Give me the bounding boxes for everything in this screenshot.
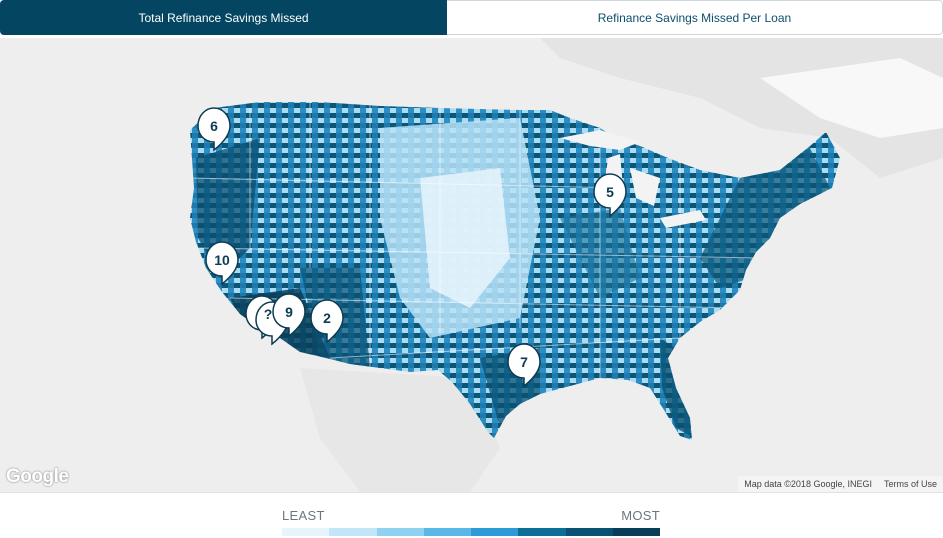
map-pin-7[interactable]: 7 (507, 343, 541, 388)
map-viewport[interactable]: 6 5 10 ? 9 2 7 Google Map data ©2018 (0, 38, 943, 492)
legend-most-label: MOST (621, 508, 660, 523)
section-divider (0, 492, 943, 493)
legend-swatch-3 (376, 528, 424, 536)
legend-swatch-1 (282, 528, 330, 536)
map-data-credit: Map data ©2018 Google, INEGI (744, 479, 872, 489)
google-logo: Google (6, 466, 69, 487)
map-pin-2[interactable]: 2 (310, 299, 344, 344)
map-canvas: 6 5 10 ? 9 2 7 (0, 38, 943, 492)
tab-refinance-savings-missed-per-loan[interactable]: Refinance Savings Missed Per Loan (447, 0, 943, 35)
pin-label-9: 9 (285, 304, 293, 320)
map-attribution: Map data ©2018 Google, INEGI Terms of Us… (738, 476, 943, 492)
map-pin-10[interactable]: 10 (205, 241, 239, 286)
hudson-bay-water (760, 58, 943, 138)
mexico-landmass (300, 368, 500, 492)
lake-huron (630, 168, 660, 206)
legend-swatch-7 (565, 528, 613, 536)
map-pin-6[interactable]: 6 (197, 107, 231, 152)
lake-superior (560, 130, 640, 150)
pin-label-2: 2 (323, 310, 331, 326)
tab-total-refinance-savings-missed[interactable]: Total Refinance Savings Missed (0, 0, 447, 35)
map-pin-5[interactable]: 5 (593, 173, 627, 218)
pin-label-7: 7 (520, 354, 528, 370)
legend-swatch-4 (423, 528, 471, 536)
legend-color-scale (282, 528, 660, 536)
view-tabs: Total Refinance Savings Missed Refinance… (0, 0, 943, 36)
color-legend: LEAST MOST (282, 508, 660, 538)
legend-swatch-2 (329, 528, 377, 536)
legend-swatch-5 (471, 528, 519, 536)
legend-swatch-8 (612, 528, 660, 536)
pin-label-6: 6 (210, 118, 218, 134)
legend-swatch-6 (518, 528, 566, 536)
map-pin-9[interactable]: 9 (272, 293, 306, 338)
lake-erie (660, 210, 706, 228)
pin-label-10: 10 (214, 252, 230, 268)
pin-label-5: 5 (606, 184, 614, 200)
terms-of-use-link[interactable]: Terms of Use (883, 479, 937, 489)
legend-least-label: LEAST (282, 508, 325, 523)
pin-label-cluster: ? (264, 306, 273, 322)
